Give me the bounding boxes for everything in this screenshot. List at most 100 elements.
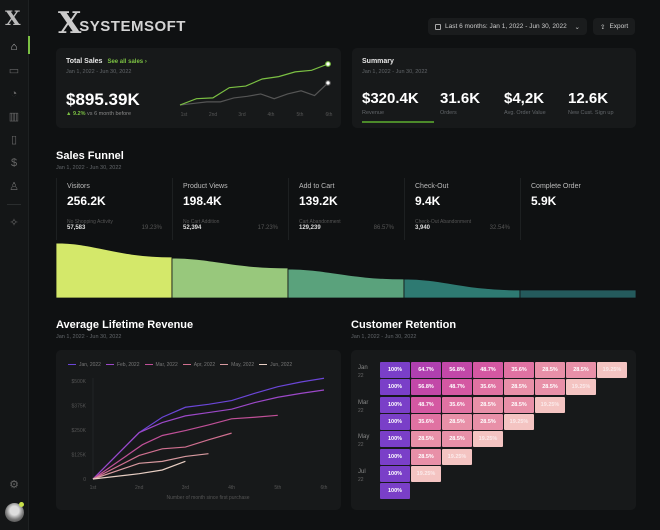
bar-chart-icon[interactable]: ▥	[8, 111, 20, 123]
export-button[interactable]: ⇪ Export	[593, 18, 636, 35]
retention-cell[interactable]: 19.25%	[411, 465, 441, 482]
retention-cell[interactable]: 28.5%	[473, 396, 503, 413]
retention-cell[interactable]: 28.5%	[504, 396, 534, 413]
retention-cell[interactable]: 35.6%	[411, 413, 441, 430]
retention-cell[interactable]: 28.5%	[442, 431, 472, 448]
total-sales-card: Total Sales See all sales › Jan 1, 2022 …	[56, 48, 341, 128]
x-tick-label: 1st	[90, 485, 97, 491]
legend-item[interactable]: Mar, 2022	[144, 362, 178, 368]
retention-cell[interactable]: 100%	[380, 483, 410, 500]
retention-cell[interactable]: 35.6%	[442, 396, 472, 413]
retention-cell[interactable]: 28.5%	[566, 362, 596, 378]
stage-label: Add to Cart	[299, 183, 335, 190]
retention-cell[interactable]: 19.25%	[566, 379, 596, 396]
legend-label: Mar, 2022	[155, 362, 178, 368]
customer-retention-title: Customer Retention	[351, 319, 457, 331]
legend-item[interactable]: Apr, 2022	[182, 362, 215, 368]
legend-label: Jan, 2022	[79, 362, 101, 368]
retention-cell[interactable]: 28.5%	[504, 379, 534, 396]
series-line	[92, 453, 209, 480]
legend-item[interactable]: Jun, 2022	[259, 362, 292, 368]
sidebar: X ⌂ ▭ ◔ ▥ ▯ $ ♙ ✧ ⚙	[0, 0, 30, 530]
retention-cell[interactable]: 48.7%	[473, 362, 503, 378]
settings-icon[interactable]: ⚙	[9, 479, 19, 491]
y-tick-label: $250K	[72, 428, 87, 434]
retention-cell[interactable]: 28.5%	[411, 448, 441, 465]
series-line	[92, 414, 278, 480]
funnel-stage[interactable]: Add to Cart 139.2K Cart Abandonment 129,239…	[288, 178, 404, 240]
retention-cell[interactable]: 35.6%	[504, 362, 534, 378]
retention-cell[interactable]: 100%	[380, 431, 410, 448]
lifetime-revenue-card: Jan, 2022 Feb, 2022 Mar, 2022 Apr, 2022 May,…	[56, 350, 341, 510]
x-tick-label: 5th	[274, 485, 281, 491]
y-tick-label: $375K	[72, 404, 87, 410]
legend-item[interactable]: Feb, 2022	[105, 362, 140, 368]
sales-funnel-range: Jan 1, 2022 - Jun 30, 2022	[56, 165, 122, 171]
legend-item[interactable]: Jan, 2022	[68, 362, 101, 368]
retention-cell[interactable]: 100%	[380, 413, 410, 430]
retention-cell[interactable]: 28.5%	[442, 413, 472, 430]
sidebar-logo[interactable]: X	[5, 6, 21, 30]
retention-cell[interactable]: 64.7%	[411, 362, 441, 378]
total-sales-sparkline: 1st 2nd 3rd 4th 5th 6th	[179, 61, 333, 118]
drop-value: 129,239	[299, 225, 321, 231]
retention-cell[interactable]: 19.25%	[535, 396, 565, 413]
see-all-sales-link[interactable]: See all sales ›	[107, 59, 147, 65]
sparkline-tick: 5th	[297, 112, 304, 118]
retention-cell[interactable]: 48.7%	[411, 396, 441, 413]
summary-metric[interactable]: 31.6K Orders	[440, 90, 480, 116]
row-label: Jul 22	[358, 468, 366, 483]
retention-cell[interactable]: 48.7%	[442, 379, 472, 396]
drop-value: 3,940	[415, 225, 431, 231]
summary-metric[interactable]: $320.4K Revenue	[362, 90, 419, 116]
stage-value: 256.2K	[67, 194, 106, 208]
metric-label: Orders	[440, 110, 457, 116]
retention-cell[interactable]: 56.8%	[411, 379, 441, 396]
total-sales-range: Jan 1, 2022 - Jun 30, 2022	[66, 69, 132, 75]
funnel-stage[interactable]: Product Views 198.4K No Cart Addition 52,39…	[172, 178, 288, 240]
legend-item[interactable]: May, 2022	[220, 362, 254, 368]
pie-chart-icon[interactable]: ◔	[10, 88, 18, 100]
date-range-picker[interactable]: Last 6 months: Jan 1, 2022 - Jun 30, 202…	[428, 18, 587, 35]
retention-cell[interactable]: 28.5%	[535, 379, 565, 396]
retention-cell[interactable]: 35.6%	[473, 379, 503, 396]
user-icon[interactable]: ♙	[9, 181, 19, 193]
funnel-stage[interactable]: Visitors 256.2K No Shopping Activity 57,583…	[56, 178, 172, 240]
document-icon[interactable]: ▯	[10, 134, 18, 146]
retention-cell[interactable]: 56.8%	[442, 362, 472, 378]
lightbulb-icon[interactable]: ✧	[9, 217, 19, 229]
retention-cell[interactable]: 19.25%	[504, 413, 534, 430]
sparkline-tick: 6th	[326, 112, 333, 118]
funnel-segment	[171, 257, 289, 299]
sparkline-tick: 2nd	[209, 112, 218, 118]
funnel-stage[interactable]: Check-Out 9.4K Check-Out Abandonment 3,940 3…	[404, 178, 520, 240]
drop-percent: 17.23%	[257, 225, 278, 231]
summary-metric[interactable]: $4,2K Avg. Order Value	[504, 90, 546, 116]
metric-value: 31.6K	[440, 90, 481, 107]
retention-cell[interactable]: 100%	[380, 379, 410, 396]
retention-cell[interactable]: 100%	[380, 465, 410, 482]
dollar-icon[interactable]: $	[10, 157, 18, 169]
retention-cell[interactable]: 28.5%	[535, 362, 565, 378]
avatar[interactable]	[5, 503, 24, 522]
x-tick-label: 3rd	[182, 485, 189, 491]
retention-cell[interactable]: 19.25%	[473, 431, 503, 448]
legend-label: Jun, 2022	[270, 362, 293, 368]
home-icon[interactable]: ⌂	[10, 41, 18, 53]
metric-label: Revenue	[362, 110, 385, 116]
retention-cell[interactable]: 28.5%	[411, 431, 441, 448]
row-label: Jan 22	[358, 365, 368, 379]
drop-value: 52,394	[183, 225, 202, 231]
retention-cell[interactable]: 28.5%	[473, 413, 503, 430]
retention-cell[interactable]: 100%	[380, 396, 410, 413]
retention-cell[interactable]: 19.25%	[597, 362, 627, 378]
retention-cell[interactable]: 100%	[380, 448, 410, 465]
funnel-stage[interactable]: Complete Order 5.9K	[520, 178, 636, 240]
x-tick-label: 4th	[228, 485, 235, 491]
retention-cell[interactable]: 19.25%	[442, 448, 472, 465]
metric-label: Avg. Order Value	[504, 110, 546, 116]
retention-cell[interactable]: 100%	[380, 362, 410, 378]
sparkline-tick: 4th	[268, 112, 275, 118]
inbox-icon[interactable]: ▭	[8, 65, 20, 77]
summary-metric[interactable]: 12.6K New Cust. Sign up	[568, 90, 614, 116]
